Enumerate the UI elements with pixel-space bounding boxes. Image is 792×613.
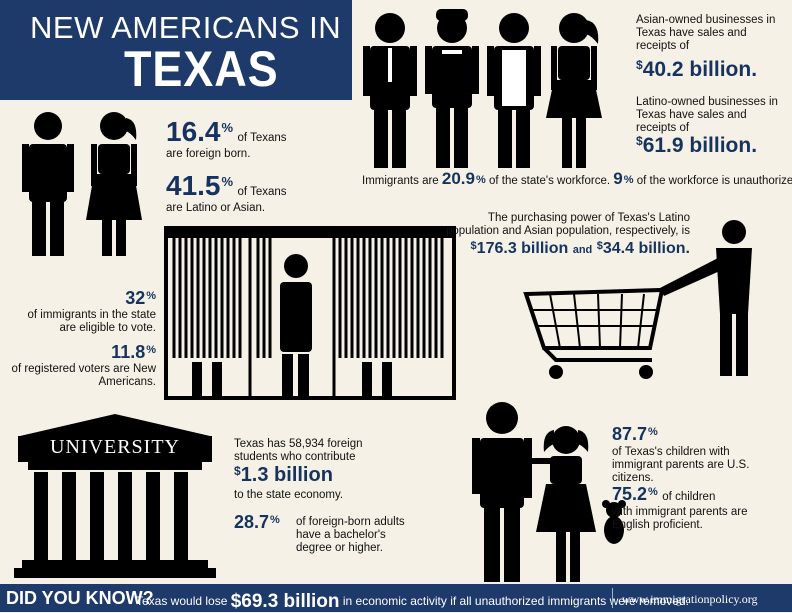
bachelor-label: of foreign-born adults have a bachelor's… — [296, 516, 405, 554]
workforce-suffix: of the workforce is unauthorized. — [636, 175, 792, 187]
percent-sign: % — [623, 174, 634, 186]
footer-amount: $69.3 billion — [230, 591, 340, 612]
english-stat: 75.2% of children — [612, 484, 715, 505]
percent-sign: % — [146, 290, 156, 302]
asian-business-text: Asian-owned businesses in Texas have sal… — [636, 14, 776, 52]
workforce-line: Immigrants are 20.9% of the state's work… — [362, 169, 792, 188]
citizens-stat: 87.7% — [612, 424, 658, 445]
percent-sign: % — [648, 486, 658, 498]
title-line-2: TEXAS — [124, 41, 279, 97]
latino-business-amount: 61.9 billion. — [642, 134, 758, 157]
dollar-sign: $ — [596, 240, 603, 252]
purchasing-amount-2: 34.4 billion. — [602, 240, 690, 257]
workforce-pct-2: 9 — [613, 169, 623, 188]
percent-sign: % — [648, 426, 658, 438]
bachelor-label-a: of foreign-born adults have a bachelor's… — [296, 516, 416, 555]
workers-illustration — [363, 9, 602, 168]
foreign-born-label-a: of Texans — [237, 132, 287, 144]
english-label-a: of children — [662, 491, 716, 503]
voting-booths-illustration — [164, 226, 456, 400]
percent-sign: % — [270, 514, 280, 526]
latino-asian-value: 41.5 — [166, 170, 221, 201]
purchasing-amount-1: 176.3 billion — [476, 240, 569, 257]
purchasing-and: and — [572, 244, 593, 256]
citizens-value: 87.7 — [612, 424, 648, 444]
did-you-know: DID YOU KNOW? — [6, 588, 154, 608]
dollar-sign: $ — [470, 240, 477, 252]
footer-post: in economic activity if all unauthorized… — [342, 594, 689, 608]
footer-fact: Texas would lose $69.3 billion in econom… — [136, 591, 689, 613]
latino-asian-label-b: are Latino or Asian. — [166, 202, 266, 214]
bachelor-stat: 28.7% — [234, 512, 280, 533]
website-link[interactable]: www.immigrationpolicy.org — [622, 592, 758, 606]
footer-bar — [0, 584, 792, 612]
percent-sign: % — [146, 344, 156, 356]
latino-asian-label-a: of Texans — [237, 186, 287, 198]
registered-stat: 11.8% — [10, 342, 156, 363]
workforce-prefix: Immigrants are — [362, 175, 439, 187]
asian-business-amount: 40.2 billion. — [642, 58, 758, 81]
parent-child-illustration — [472, 402, 626, 582]
eligible-stat: 32% — [10, 288, 156, 309]
percent-sign: % — [475, 174, 486, 186]
title-line-1: NEW AMERICANS IN — [30, 10, 342, 45]
dollar-sign: $ — [636, 134, 643, 148]
percent-sign: % — [221, 120, 234, 135]
footer-divider — [612, 588, 613, 608]
students-amount: 1.3 billion — [240, 464, 333, 486]
university-sign: UNIVERSITY — [50, 436, 180, 458]
eligible-value: 32 — [125, 288, 146, 308]
eligible-label: of immigrants in the state are eligible … — [27, 309, 156, 334]
title-banner — [0, 0, 352, 100]
university-illustration — [14, 414, 216, 578]
registered-label: of registered voters are New Americans. — [11, 363, 156, 388]
dollar-sign: $ — [234, 464, 241, 478]
citizens-label: of Texas's children with immigrant paren… — [612, 446, 750, 484]
dollar-sign: $ — [636, 58, 643, 72]
workforce-pct-1: 20.9 — [441, 169, 475, 188]
purchasing-amounts: $176.3 billion and $34.4 billion. — [440, 240, 690, 258]
english-value: 75.2 — [612, 484, 648, 504]
foreign-born-stat: 16.4% of Texans — [166, 118, 287, 146]
students-amount-line: $1.3 billion — [234, 464, 333, 487]
latino-business-amount-line: $61.9 billion. — [636, 134, 757, 158]
registered-value: 11.8 — [111, 342, 146, 362]
students-text: Texas has 58,934 foreign students who co… — [234, 438, 363, 463]
foreign-born-label-b: are foreign born. — [166, 148, 251, 160]
bachelor-value: 28.7 — [234, 512, 270, 532]
shopping-cart-illustration — [523, 220, 752, 379]
footer-pre: Texas would lose — [136, 594, 228, 608]
english-label-b: with immigrant parents are English profi… — [612, 506, 748, 531]
students-economy: to the state economy. — [234, 489, 344, 501]
man-woman-illustration — [22, 112, 142, 256]
latino-business-text: Latino-owned businesses in Texas have sa… — [636, 96, 778, 134]
percent-sign: % — [221, 174, 234, 189]
asian-business-amount-line: $40.2 billion. — [636, 58, 757, 82]
foreign-born-value: 16.4 — [166, 116, 221, 147]
latino-asian-stat: 41.5% of Texans — [166, 172, 287, 200]
purchasing-text: The purchasing power of Texas's Latino p… — [445, 212, 690, 237]
workforce-mid: of the state's workforce. — [488, 175, 611, 187]
